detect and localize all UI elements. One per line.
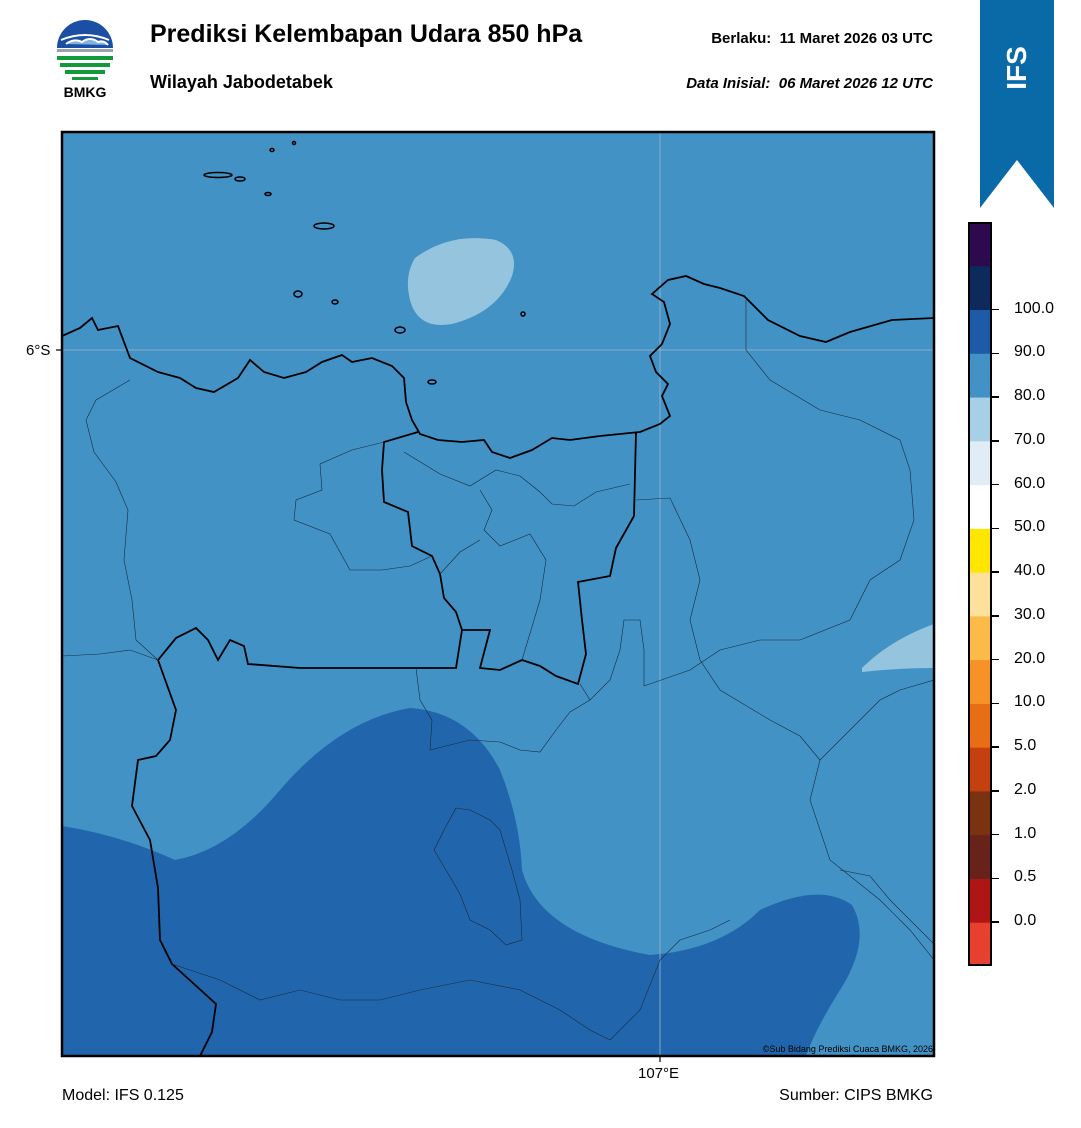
colorbar-label: 5.0 [1014, 737, 1037, 755]
colorbar-swatch [968, 440, 992, 486]
map-credit: ©Sub Bidang Prediksi Cuaca BMKG, 2026 [762, 1044, 933, 1054]
map-frame [60, 130, 936, 1058]
colorbar-tick [992, 658, 999, 661]
colorbar-tick [992, 308, 999, 311]
colorbar-swatch [968, 659, 992, 704]
colorbar-tick [992, 877, 999, 880]
humidity-60-70-patch [407, 238, 514, 325]
colorbar-swatch [968, 790, 992, 836]
colorbar-tick [992, 352, 999, 355]
colorbar-swatch [968, 615, 992, 661]
bmkg-logo [57, 20, 113, 80]
colorbar-swatch [968, 703, 992, 748]
colorbar-label: 100.0 [1014, 299, 1055, 317]
colorbar-swatch [968, 878, 992, 923]
colorbar-swatch [968, 484, 992, 529]
colorbar [968, 222, 992, 966]
colorbar-swatch [968, 353, 992, 398]
longitude-label: 107°E [638, 1065, 680, 1082]
map-title: Prediksi Kelembapan Udara 850 hPa [150, 20, 583, 48]
jakarta-boundary [381, 431, 637, 686]
valid-value: 11 Maret 2026 03 UTC [779, 30, 933, 47]
colorbar-label: 50.0 [1014, 518, 1046, 536]
colorbar-label: 10.0 [1014, 693, 1046, 711]
colorbar-tick [992, 746, 999, 748]
colorbar-swatch [968, 834, 992, 879]
colorbar-swatch [968, 528, 992, 573]
model-label: Model: IFS 0.125 [62, 1087, 184, 1104]
colorbar-label: 60.0 [1014, 474, 1046, 492]
colorbar-swatch [968, 572, 992, 617]
colorbar-swatch [968, 265, 992, 311]
colorbar-swatch [968, 309, 992, 354]
init-value: 06 Maret 2026 12 UTC [778, 75, 933, 92]
colorbar-label: 70.0 [1014, 430, 1046, 448]
colorbar-tick [992, 833, 999, 836]
humidity-60-70-patch [862, 624, 934, 672]
colorbar-frame [968, 222, 992, 966]
colorbar-label: 30.0 [1014, 605, 1046, 623]
colorbar-tick [992, 483, 999, 486]
colorbar-swatch [968, 747, 992, 792]
colorbar-tick [992, 527, 999, 530]
logo-label: BMKG [63, 84, 107, 100]
colorbar-tick [992, 921, 999, 923]
colorbar-tick [992, 571, 999, 573]
colorbar-label: 0.5 [1014, 868, 1037, 886]
colorbar-label: 0.0 [1014, 912, 1037, 930]
init-time: Data Inisial: 06 Maret 2026 12 UTC [686, 75, 933, 92]
latitude-label: 6°S [26, 342, 51, 359]
colorbar-tick [992, 790, 999, 792]
valid-time: Berlaku: 11 Maret 2026 03 UTC [711, 30, 933, 47]
coastline [62, 275, 934, 459]
colorbar-tick [992, 440, 999, 442]
map-subtitle: Wilayah Jabodetabek [150, 72, 333, 92]
colorbar-label: 80.0 [1014, 387, 1046, 405]
source-label: Sumber: CIPS BMKG [779, 1087, 933, 1104]
banten-boundary [131, 626, 463, 1056]
ifs-ribbon [980, 0, 1054, 208]
colorbar-tick [992, 702, 999, 705]
colorbar-swatch [968, 397, 992, 442]
colorbar-tick [992, 396, 999, 398]
colorbar-label: 2.0 [1014, 780, 1037, 798]
valid-label: Berlaku: [711, 30, 772, 47]
colorbar-label: 1.0 [1014, 824, 1037, 842]
colorbar-swatch [968, 222, 992, 267]
colorbar-swatch [968, 922, 992, 966]
colorbar-label: 90.0 [1014, 343, 1046, 361]
colorbar-label: 20.0 [1014, 649, 1046, 667]
init-label: Data Inisial: [686, 75, 771, 92]
colorbar-label: 40.0 [1014, 562, 1046, 580]
colorbar-tick [992, 615, 999, 617]
